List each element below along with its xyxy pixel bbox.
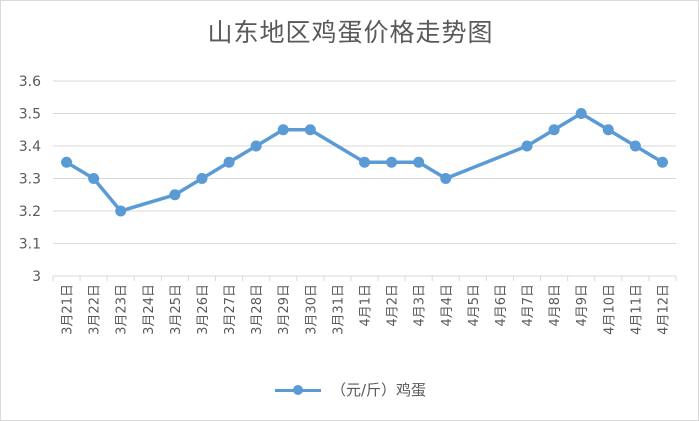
data-point	[277, 124, 289, 136]
legend-marker-icon	[274, 383, 321, 397]
x-tick-label: 4月6日	[494, 284, 509, 327]
x-tick-label: 3月21日	[61, 284, 76, 335]
x-tick-label: 4月2日	[386, 284, 401, 327]
data-point	[602, 124, 614, 136]
legend: （元/斤）鸡蛋	[1, 379, 698, 400]
x-tick-label: 4月3日	[413, 284, 428, 327]
x-tick-label: 3月23日	[115, 284, 130, 335]
x-tick-label: 4月12日	[656, 284, 671, 335]
y-tick-label: 3.1	[19, 237, 41, 253]
data-point	[88, 173, 100, 184]
y-tick-label: 3.4	[19, 139, 41, 155]
chart-title: 山东地区鸡蛋价格走势图	[207, 18, 494, 47]
x-tick-label: 4月10日	[602, 284, 617, 335]
data-point	[386, 156, 398, 168]
x-tick-label: 4月1日	[359, 284, 374, 327]
x-tick-label: 4月4日	[440, 284, 455, 327]
data-point	[169, 189, 181, 201]
y-tick-label: 3.5	[19, 107, 41, 123]
x-tick-label: 4月11日	[629, 284, 644, 335]
data-point	[359, 156, 370, 168]
data-point	[629, 140, 641, 152]
data-point	[223, 156, 235, 168]
x-tick-label: 4月8日	[548, 284, 563, 327]
data-point	[575, 108, 587, 119]
data-point	[196, 173, 208, 184]
data-point	[61, 156, 73, 168]
data-point	[413, 156, 425, 168]
x-tick-label: 3月28日	[250, 284, 265, 335]
x-tick-label: 4月7日	[521, 284, 536, 327]
x-tick-label: 3月31日	[331, 284, 346, 335]
data-point	[250, 140, 262, 152]
x-tick-label: 3月22日	[88, 284, 103, 335]
y-tick-label: 3.2	[19, 204, 41, 220]
data-point	[521, 140, 533, 152]
x-tick-label: 4月5日	[467, 284, 482, 327]
x-tick-label: 3月29日	[277, 284, 292, 335]
data-point	[548, 124, 560, 136]
data-point	[440, 173, 452, 184]
data-point	[115, 205, 127, 217]
x-tick-label: 3月30日	[304, 284, 319, 335]
data-point	[656, 156, 668, 168]
legend-label: （元/斤）鸡蛋	[330, 381, 427, 399]
y-tick-label: 3	[32, 269, 41, 285]
y-tick-label: 3.3	[19, 172, 41, 188]
y-tick-label: 3.6	[19, 74, 41, 90]
x-tick-label: 3月27日	[223, 284, 238, 335]
data-point	[304, 124, 316, 136]
x-tick-label: 3月26日	[196, 284, 211, 335]
x-tick-label: 3月24日	[142, 284, 157, 335]
x-tick-label: 4月9日	[575, 284, 590, 327]
x-tick-label: 3月25日	[169, 284, 184, 335]
